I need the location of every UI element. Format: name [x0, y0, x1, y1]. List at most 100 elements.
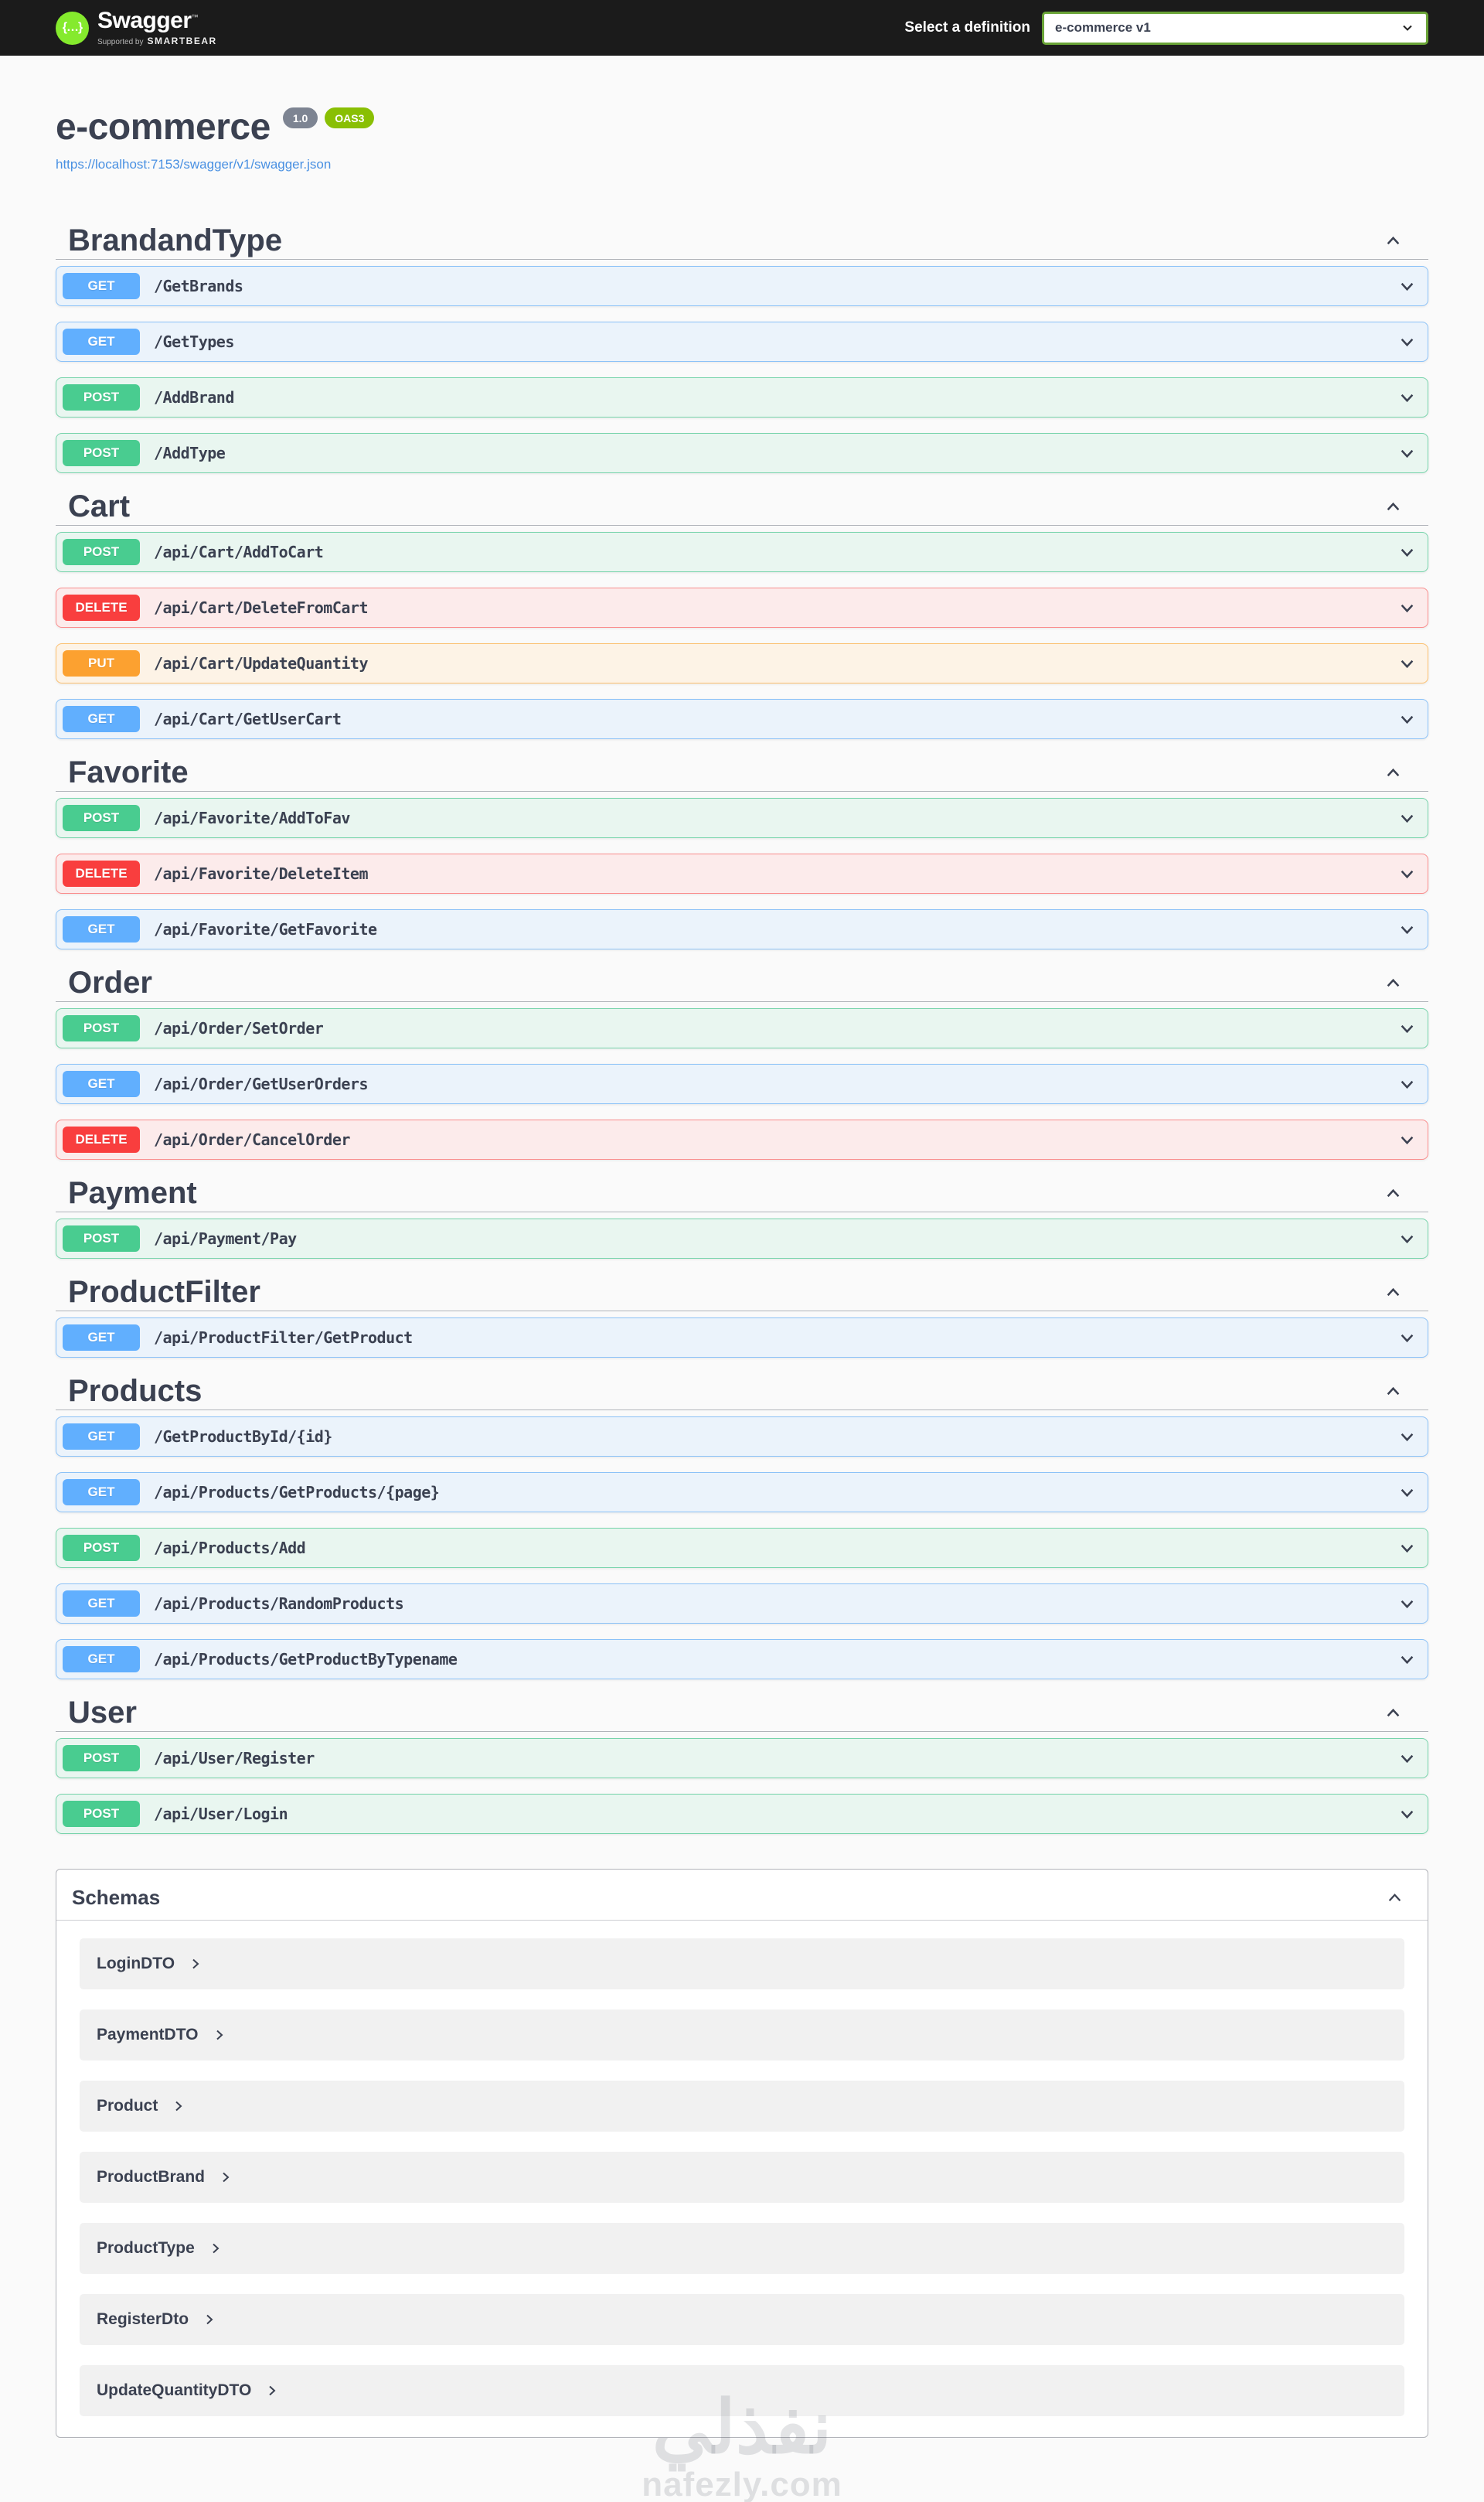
tagline-prefix: Supported by	[97, 38, 144, 46]
section-collapse-button[interactable]	[1384, 231, 1403, 251]
schema-model-row[interactable]: UpdateQuantityDTO	[80, 2365, 1404, 2416]
section-header[interactable]: ProductFilter	[56, 1274, 1428, 1310]
section-header[interactable]: Payment	[56, 1175, 1428, 1211]
method-badge: GET	[63, 706, 140, 732]
section-header[interactable]: Cart	[56, 489, 1428, 524]
expand-operation-control[interactable]	[1397, 598, 1417, 618]
section-header[interactable]: Order	[56, 965, 1428, 1000]
method-badge: POST	[63, 1535, 140, 1561]
section-collapse-button[interactable]	[1384, 973, 1403, 993]
chevron-down-icon	[1401, 870, 1414, 878]
expand-operation-control[interactable]	[1397, 1328, 1417, 1348]
expand-operation-control[interactable]	[1397, 809, 1417, 828]
method-badge: POST	[63, 805, 140, 831]
section-header[interactable]: User	[56, 1695, 1428, 1730]
expand-operation-control[interactable]	[1397, 1075, 1417, 1094]
method-badge: POST	[63, 1745, 140, 1771]
schema-model-name: Product	[97, 2097, 158, 2115]
endpoint-row[interactable]: GET /api/Products/RandomProducts	[56, 1583, 1428, 1624]
expand-operation-control[interactable]	[1397, 920, 1417, 939]
expand-operation-control[interactable]	[1397, 710, 1417, 729]
endpoint-row[interactable]: POST /api/Products/Add	[56, 1528, 1428, 1568]
schema-model-row[interactable]: LoginDTO	[80, 1938, 1404, 1989]
expand-operation-control[interactable]	[1397, 1019, 1417, 1038]
endpoint-path: /api/Favorite/GetFavorite	[154, 920, 377, 939]
spec-url-link[interactable]: https://localhost:7153/swagger/v1/swagge…	[56, 157, 332, 172]
expand-operation-control[interactable]	[1397, 1539, 1417, 1558]
expand-operation-control[interactable]	[1397, 1130, 1417, 1150]
expand-operation-control[interactable]	[1397, 654, 1417, 673]
endpoint-row[interactable]: POST /AddType	[56, 433, 1428, 473]
endpoint-row[interactable]: GET /api/Products/GetProducts/{page}	[56, 1472, 1428, 1512]
endpoint-row[interactable]: GET /api/Products/GetProductByTypename	[56, 1639, 1428, 1679]
chevron-down-icon	[1401, 1488, 1414, 1497]
expand-operation-control[interactable]	[1397, 1650, 1417, 1669]
operations-list: GET /GetBrands GET /GetTypes POST /AddBr…	[56, 260, 1428, 473]
schemas-header[interactable]: Schemas	[56, 1870, 1428, 1921]
endpoint-path: /api/Favorite/DeleteItem	[154, 864, 368, 883]
endpoint-row[interactable]: GET /api/ProductFilter/GetProduct	[56, 1317, 1428, 1358]
schema-model-row[interactable]: RegisterDto	[80, 2294, 1404, 2345]
endpoint-row[interactable]: GET /api/Order/GetUserOrders	[56, 1064, 1428, 1104]
chevron-right-icon	[175, 2101, 182, 2112]
expand-operation-control[interactable]	[1397, 1427, 1417, 1447]
api-tag-section: User POST /api/User/Register POST /api/U…	[56, 1695, 1428, 1834]
definition-select[interactable]: e-commerce v1	[1042, 11, 1428, 45]
chevron-right-icon	[223, 2172, 230, 2183]
expand-operation-control[interactable]	[1397, 1749, 1417, 1768]
section-collapse-button[interactable]	[1384, 1703, 1403, 1723]
schema-model-row[interactable]: ProductBrand	[80, 2152, 1404, 2203]
endpoint-row[interactable]: PUT /api/Cart/UpdateQuantity	[56, 643, 1428, 683]
endpoint-row[interactable]: POST /api/User/Login	[56, 1794, 1428, 1834]
expand-operation-control[interactable]	[1397, 1805, 1417, 1824]
expand-operation-control[interactable]	[1397, 1594, 1417, 1614]
endpoint-row[interactable]: DELETE /api/Favorite/DeleteItem	[56, 854, 1428, 894]
endpoint-path: /api/Favorite/AddToFav	[154, 809, 350, 827]
expand-operation-control[interactable]	[1397, 1483, 1417, 1502]
section-collapse-button[interactable]	[1384, 497, 1403, 516]
section-title: Order	[68, 966, 152, 1000]
definition-label: Select a definition	[904, 19, 1030, 36]
endpoint-row[interactable]: DELETE /api/Cart/DeleteFromCart	[56, 588, 1428, 628]
endpoint-row[interactable]: POST /api/Cart/AddToCart	[56, 532, 1428, 572]
chevron-up-icon	[1387, 1386, 1400, 1395]
endpoint-row[interactable]: GET /api/Favorite/GetFavorite	[56, 909, 1428, 949]
section-header[interactable]: Products	[56, 1373, 1428, 1409]
endpoint-path: /GetProductById/{id}	[154, 1427, 332, 1446]
expand-operation-control[interactable]	[1397, 277, 1417, 296]
section-collapse-button[interactable]	[1384, 1184, 1403, 1203]
endpoint-row[interactable]: POST /api/Order/SetOrder	[56, 1008, 1428, 1048]
api-info: e-commerce 1.0 OAS3 https://localhost:71…	[0, 56, 1484, 172]
endpoint-row[interactable]: GET /GetTypes	[56, 322, 1428, 362]
topbar-inner: Swagger™ Supported by SMARTBEAR Select a…	[0, 9, 1484, 46]
expand-operation-control[interactable]	[1397, 332, 1417, 352]
expand-operation-control[interactable]	[1397, 444, 1417, 463]
endpoint-row[interactable]: GET /GetProductById/{id}	[56, 1416, 1428, 1457]
method-badge: DELETE	[63, 861, 140, 887]
schema-model-name: RegisterDto	[97, 2310, 189, 2328]
expand-operation-control[interactable]	[1397, 1229, 1417, 1249]
chevron-down-icon	[1401, 1136, 1414, 1144]
endpoint-row[interactable]: POST /api/User/Register	[56, 1738, 1428, 1778]
expand-operation-control[interactable]	[1397, 864, 1417, 884]
endpoint-row[interactable]: GET /api/Cart/GetUserCart	[56, 699, 1428, 739]
section-collapse-button[interactable]	[1384, 1382, 1403, 1401]
endpoint-row[interactable]: POST /api/Favorite/AddToFav	[56, 798, 1428, 838]
endpoint-row[interactable]: GET /GetBrands	[56, 266, 1428, 306]
expand-operation-control[interactable]	[1397, 388, 1417, 407]
section-collapse-button[interactable]	[1384, 763, 1403, 782]
expand-operation-control[interactable]	[1397, 543, 1417, 562]
schema-model-row[interactable]: Product	[80, 2081, 1404, 2132]
endpoint-row[interactable]: POST /AddBrand	[56, 377, 1428, 418]
section-collapse-button[interactable]	[1384, 1283, 1403, 1302]
schema-model-row[interactable]: PaymentDTO	[80, 2009, 1404, 2061]
chevron-down-icon	[1401, 660, 1414, 668]
operations-list: GET /api/ProductFilter/GetProduct	[56, 1311, 1428, 1358]
section-header[interactable]: BrandandType	[56, 223, 1428, 258]
endpoint-row[interactable]: POST /api/Payment/Pay	[56, 1219, 1428, 1259]
schema-model-row[interactable]: ProductType	[80, 2223, 1404, 2274]
swagger-logo-link[interactable]: Swagger™ Supported by SMARTBEAR	[56, 9, 217, 46]
endpoint-row[interactable]: DELETE /api/Order/CancelOrder	[56, 1120, 1428, 1160]
section-header[interactable]: Favorite	[56, 755, 1428, 790]
